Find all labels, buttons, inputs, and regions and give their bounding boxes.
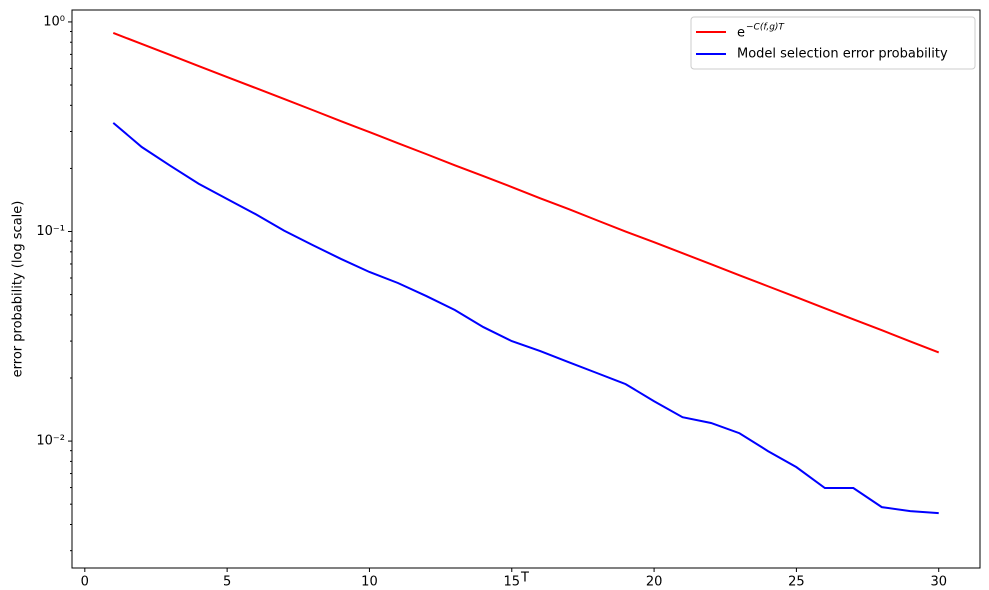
x-tick-label: 20 bbox=[646, 575, 663, 590]
legend-box bbox=[690, 16, 976, 70]
x-tick-label: 5 bbox=[223, 575, 231, 590]
series-line bbox=[112, 122, 939, 515]
x-tick-label: 0 bbox=[81, 575, 89, 590]
legend-label: Model selection error probability bbox=[737, 47, 948, 62]
legend-label: e bbox=[737, 26, 745, 41]
x-tick-label: 15 bbox=[503, 575, 520, 590]
x-axis-label: T bbox=[520, 571, 529, 586]
series-line bbox=[112, 32, 940, 354]
x-tick-label: 10 bbox=[361, 575, 378, 590]
legend-label-sup: −C(f,g)T bbox=[746, 23, 785, 33]
y-tick-label: 10⁻² bbox=[36, 434, 65, 449]
plot-frame bbox=[71, 9, 981, 569]
y-tick-label: 10⁻¹ bbox=[36, 224, 65, 239]
y-tick-label: 10⁰ bbox=[43, 14, 65, 29]
x-tick-label: 25 bbox=[788, 575, 805, 590]
x-tick-label: 30 bbox=[930, 575, 947, 590]
y-axis-label: error probability (log scale) bbox=[11, 201, 26, 378]
